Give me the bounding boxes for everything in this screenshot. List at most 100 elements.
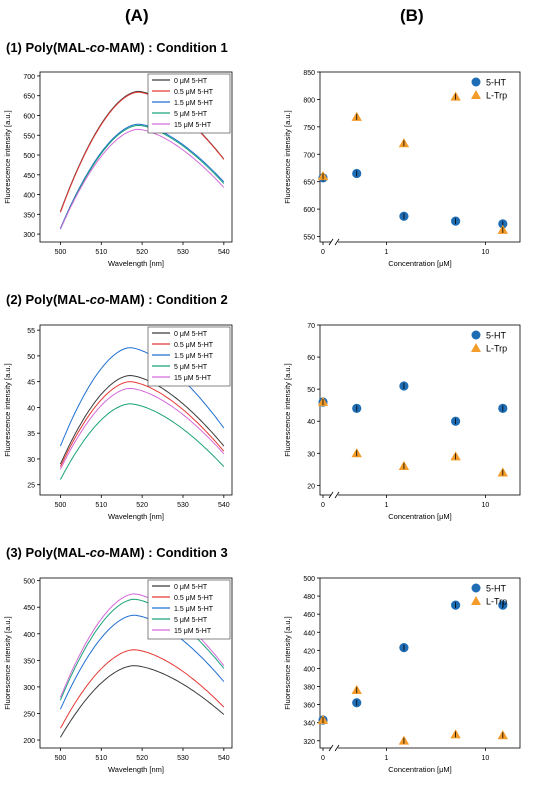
y-tick-label: 60 — [307, 355, 315, 362]
x-tick-label: 510 — [95, 249, 107, 256]
x-tick-label: 540 — [218, 249, 230, 256]
legend-box — [147, 326, 231, 387]
row-title-post: -MAM) : Condition 1 — [104, 40, 228, 55]
y-tick-label: 20 — [307, 483, 315, 490]
row-title-2: (2) Poly(MAL-co-MAM) : Condition 2 — [6, 292, 228, 307]
x-tick-label: 1 — [385, 249, 389, 256]
y-tick-label: 450 — [23, 173, 35, 180]
x-tick-label: 530 — [177, 502, 189, 509]
spectrum-line — [59, 387, 225, 470]
y-tick-label: 750 — [303, 125, 315, 132]
axis-break-mark — [328, 491, 334, 499]
spectrum-line — [59, 123, 225, 229]
spectrum-line — [59, 381, 225, 467]
legend-label: 5 μM 5-HT — [174, 111, 208, 118]
y-tick-label: 400 — [23, 632, 35, 639]
y-tick-label: 500 — [23, 579, 35, 586]
legend-label: 1.5 μM 5-HT — [174, 353, 214, 360]
axis-break-mark — [328, 744, 334, 752]
y-tick-label: 360 — [303, 703, 315, 710]
y-tick-label: 500 — [23, 153, 35, 160]
legend-label: 0.5 μM 5-HT — [174, 89, 214, 96]
legend-label: L-Trp — [486, 597, 507, 607]
y-tick-label: 700 — [23, 74, 35, 81]
axis-break-mark — [334, 491, 340, 499]
y-tick-label: 420 — [303, 648, 315, 655]
legend-label: 5-HT — [486, 331, 507, 341]
legend-label: 1.5 μM 5-HT — [174, 100, 214, 107]
legend-marker-5ht — [471, 583, 481, 593]
y-tick-label: 600 — [303, 207, 315, 214]
x-tick-label: 510 — [95, 502, 107, 509]
x-tick-label: 10 — [481, 502, 489, 509]
x-axis-label: Wavelength [nm] — [108, 765, 164, 774]
y-tick-label: 400 — [23, 193, 35, 200]
spectrum-line — [59, 649, 225, 729]
row-title-pre: Poly(MAL- — [25, 545, 90, 560]
y-tick-label: 380 — [303, 685, 315, 692]
row-title-italic: co — [89, 545, 105, 560]
x-tick-label: 0 — [321, 755, 325, 762]
concentration-chart-condition-3: 320 340 360 380 400 420 440 460 480 500 0 1 10 Concen… — [283, 576, 521, 774]
y-tick-label: 800 — [303, 97, 315, 104]
y-tick-label: 200 — [23, 738, 35, 745]
y-axis-label: Fluorescence intensity [a.u.] — [283, 110, 292, 203]
y-tick-label: 600 — [23, 113, 35, 120]
axis-break-gap — [331, 493, 338, 497]
legend-box — [147, 73, 231, 134]
y-tick-label: 30 — [27, 457, 35, 464]
y-axis-label: Fluorescence intensity [a.u.] — [3, 616, 12, 709]
row-title-3: (3) Poly(MAL-co-MAM) : Condition 3 — [6, 545, 228, 560]
x-tick-label: 10 — [481, 249, 489, 256]
legend-label: 0 μM 5-HT — [174, 331, 208, 338]
legend-label: 15 μM 5-HT — [174, 375, 212, 382]
legend-marker-5ht — [471, 330, 481, 340]
y-tick-label: 250 — [23, 711, 35, 718]
spectrum-line — [59, 347, 225, 447]
y-tick-label: 350 — [23, 212, 35, 219]
y-tick-label: 40 — [27, 405, 35, 412]
y-tick-label: 460 — [303, 612, 315, 619]
spectra-chart-condition-2: 25 30 35 40 45 50 55 500 510 520 530 540 Wavelength … — [3, 324, 233, 521]
x-tick-label: 510 — [95, 755, 107, 762]
row-title-pre: Poly(MAL- — [25, 292, 90, 307]
x-tick-label: 1 — [385, 502, 389, 509]
y-tick-label: 300 — [23, 685, 35, 692]
axis-break-gap — [331, 240, 338, 244]
row-title-italic: co — [89, 292, 105, 307]
y-tick-label: 25 — [27, 483, 35, 490]
y-tick-label: 40 — [307, 419, 315, 426]
y-tick-label: 450 — [23, 605, 35, 612]
plot-frame — [39, 577, 233, 749]
x-axis-label: Concentration [μM] — [388, 765, 452, 774]
y-tick-label: 650 — [23, 94, 35, 101]
y-tick-label: 70 — [307, 323, 315, 330]
legend-label: 0.5 μM 5-HT — [174, 595, 214, 602]
y-tick-label: 650 — [303, 180, 315, 187]
y-tick-label: 440 — [303, 630, 315, 637]
spectrum-line — [59, 374, 225, 465]
y-tick-label: 550 — [23, 133, 35, 140]
y-axis-label: Fluorescence intensity [a.u.] — [3, 363, 12, 456]
x-tick-label: 500 — [55, 249, 67, 256]
y-axis-label: Fluorescence intensity [a.u.] — [283, 363, 292, 456]
legend-label: L-Trp — [486, 91, 507, 101]
row-title-post: -MAM) : Condition 3 — [104, 545, 228, 560]
y-tick-label: 55 — [27, 328, 35, 335]
x-axis-label: Concentration [μM] — [388, 512, 452, 521]
axis-break-mark — [334, 744, 340, 752]
spectrum-line — [59, 124, 225, 230]
legend-marker-ltrp — [471, 596, 481, 605]
y-tick-label: 350 — [23, 658, 35, 665]
legend-label: 5-HT — [486, 584, 507, 594]
legend-marker-ltrp — [471, 90, 481, 99]
x-axis-label: Concentration [μM] — [388, 259, 452, 268]
row-title-post: -MAM) : Condition 2 — [104, 292, 228, 307]
x-tick-label: 0 — [321, 502, 325, 509]
y-tick-label: 340 — [303, 721, 315, 728]
plot-frame — [39, 324, 233, 496]
x-tick-label: 1 — [385, 755, 389, 762]
spectrum-line — [59, 665, 225, 738]
spectrum-line — [59, 403, 225, 480]
x-tick-label: 500 — [55, 755, 67, 762]
